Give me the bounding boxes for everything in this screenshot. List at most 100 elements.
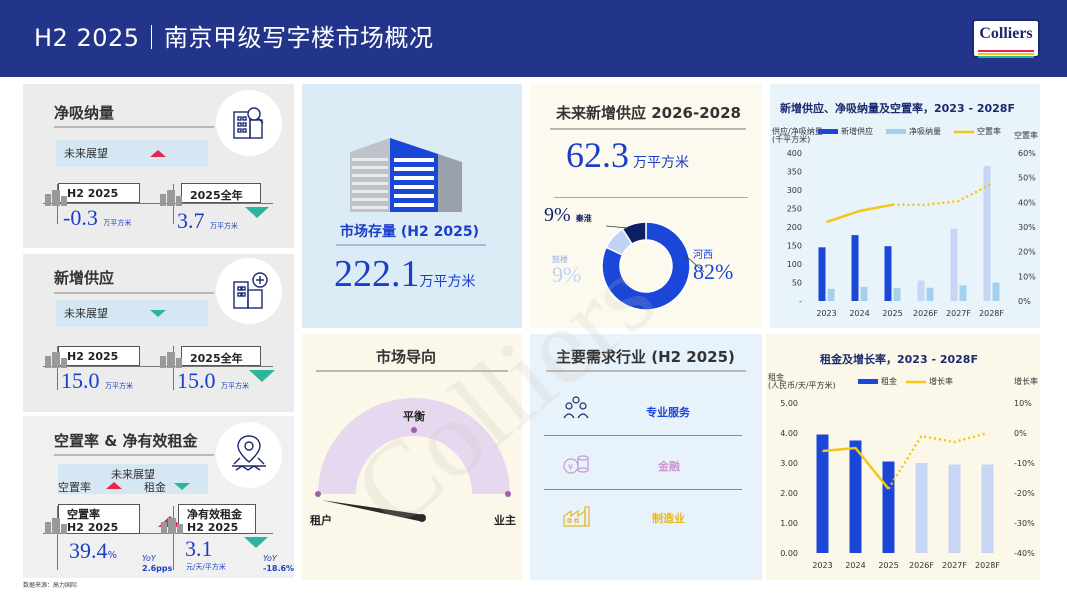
future-supply-donut <box>601 221 705 311</box>
y-tick-label: 400 <box>787 149 802 158</box>
y-tick-label: 150 <box>787 242 802 251</box>
donut-slice <box>601 221 691 311</box>
donut-pct-gulou: 9% <box>552 262 582 287</box>
y-tick-label: 3.00 <box>780 459 798 468</box>
bar <box>992 282 1000 301</box>
x-tick-label: 2026F <box>913 309 938 318</box>
building-mini-icon <box>161 518 183 534</box>
data-source: 数据来源：高力国际 <box>23 582 78 589</box>
industries-panel: 主要需求行业 (H2 2025) 专业服务 ¥ 金融 制造业 <box>530 334 762 580</box>
svg-text:¥: ¥ <box>568 463 573 472</box>
supply-panel: 新增供应 未来展望 H2 2025 2025全年 15.0 万平方米 15.0 … <box>23 254 294 412</box>
legend-label: 增长率 <box>929 376 953 386</box>
gauge-top-label: 平衡 <box>403 410 425 423</box>
y2-tick-label: 30% <box>1018 223 1036 232</box>
y2-tick-label: -10% <box>1014 459 1035 468</box>
building-mini-icon <box>45 352 67 368</box>
y-tick-label: 1.00 <box>780 519 798 528</box>
absorption-h2-value: -0.3 万平方米 <box>63 205 132 230</box>
bar <box>983 165 991 301</box>
y2-axis-label: 增长率 <box>1014 376 1038 386</box>
rent-chart: 租金(人民币/天/平方米) 增长率5.004.003.002.001.000.00… <box>768 372 1038 570</box>
leader-line <box>605 225 629 229</box>
vacancy-box: 空置率 H2 2025 <box>58 504 140 534</box>
x-tick-label: 2028F <box>979 309 1004 318</box>
legend-swatch <box>886 129 906 134</box>
future-supply-title: 未来新增供应 2026-2028 <box>556 104 741 122</box>
market-direction-panel: 市场导向 平衡 租户 业主 <box>302 334 522 580</box>
x-tick-label: 2024 <box>849 309 869 318</box>
bar <box>849 440 862 553</box>
bar <box>816 434 829 553</box>
building-mini-icon <box>45 518 67 534</box>
bar <box>915 463 928 553</box>
market-gauge <box>315 398 511 522</box>
absorption-box-h2: H2 2025 <box>58 183 140 203</box>
legend-label: 空置率 <box>977 126 1001 136</box>
leader-line <box>685 255 705 273</box>
y2-tick-label: 10% <box>1018 272 1036 281</box>
supply-h2-value: 15.0 万平方米 <box>61 368 133 393</box>
vacancy-value: 39.4% <box>69 538 118 563</box>
x-tick-label: 2023 <box>812 561 832 570</box>
y-axis-label: 租金 <box>768 372 784 382</box>
y2-tick-label: -30% <box>1014 519 1035 528</box>
legend-swatch <box>858 379 878 384</box>
x-tick-label: 2025 <box>878 561 898 570</box>
rent-down-icon <box>174 483 190 490</box>
y-axis-label: (人民币/天/平方米) <box>768 380 836 390</box>
absorption-panel: 净吸纳量 未来展望 H2 2025 2025全年 -0.3 万平方米 3.7 万… <box>23 84 294 248</box>
bar <box>818 247 826 301</box>
legend-label: 租金 <box>881 376 897 386</box>
bar <box>893 288 901 301</box>
market-direction-title: 市场导向 <box>376 348 437 366</box>
absorption-title: 净吸纳量 <box>54 104 115 122</box>
vacancy-rent-outlook: 未来展望 空置率 租金 <box>58 464 208 494</box>
future-supply-value: 62.3 万平方米 <box>566 135 689 175</box>
industry-row: ¥ 金融 <box>544 438 742 490</box>
rent-chart-panel: 租金及增长率，2023 - 2028F 租金 (人民币/天/平方米) 增长率 5.00… <box>766 334 1040 580</box>
bar <box>950 228 958 301</box>
vacancy-up-icon <box>106 482 122 489</box>
vacancy-yoy: YoY 2.6pps <box>142 554 173 573</box>
y2-tick-label: 10% <box>1014 399 1032 408</box>
gauge-right-label: 业主 <box>494 514 516 527</box>
line-series-forecast <box>887 431 988 490</box>
bar <box>948 464 961 553</box>
chart1-title: 新增供应、净吸纳量及空置率，2023 - 2028F <box>780 102 1015 115</box>
donut-label-qinhuai: 9% 秦淮 <box>544 204 592 226</box>
bar <box>917 280 925 301</box>
industries-title: 主要需求行业 (H2 2025) <box>556 348 735 366</box>
y-tick-label: 200 <box>787 223 802 232</box>
x-tick-label: 2027F <box>946 309 971 318</box>
x-tick-label: 2026F <box>909 561 934 570</box>
legend-swatch <box>818 129 838 134</box>
y2-tick-label: 0% <box>1014 429 1027 438</box>
y-axis-label: 供应/净吸纳量 <box>772 126 823 136</box>
chart2-title: 租金及增长率，2023 - 2028F <box>820 353 978 366</box>
supply-outlook: 未来展望 <box>56 300 208 327</box>
down-arrow-icon <box>245 207 269 218</box>
office-building-icon <box>350 138 462 212</box>
x-tick-label: 2025 <box>882 309 902 318</box>
y-tick-label: 250 <box>787 205 802 214</box>
y2-tick-label: 60% <box>1018 149 1036 158</box>
stock-panel: 市场存量 (H2 2025) 222.1万平方米 <box>302 84 522 328</box>
line-series <box>826 203 893 224</box>
y2-axis-label: 空置率 <box>1014 130 1038 140</box>
y2-tick-label: 20% <box>1018 248 1036 257</box>
y2-tick-label: 0% <box>1018 297 1031 306</box>
bar <box>851 235 859 301</box>
y2-tick-label: 40% <box>1018 198 1036 207</box>
x-tick-label: 2023 <box>816 309 836 318</box>
absorption-outlook: 未来展望 <box>56 140 208 167</box>
y2-tick-label: -20% <box>1014 489 1035 498</box>
vacancy-rent-title: 空置率 & 净有效租金 <box>54 432 198 450</box>
down-arrow-icon <box>249 370 275 382</box>
supply-title: 新增供应 <box>54 269 115 287</box>
legend-label: 新增供应 <box>841 126 873 136</box>
logo-text: Colliers <box>979 25 1033 42</box>
vacancy-rent-panel: 空置率 & 净有效租金 未来展望 空置率 租金 空置率 H2 2025 净有效租金… <box>23 416 294 578</box>
y-axis-label: (千平方米) <box>772 134 810 144</box>
stock-value: 222.1万平方米 <box>334 253 476 295</box>
